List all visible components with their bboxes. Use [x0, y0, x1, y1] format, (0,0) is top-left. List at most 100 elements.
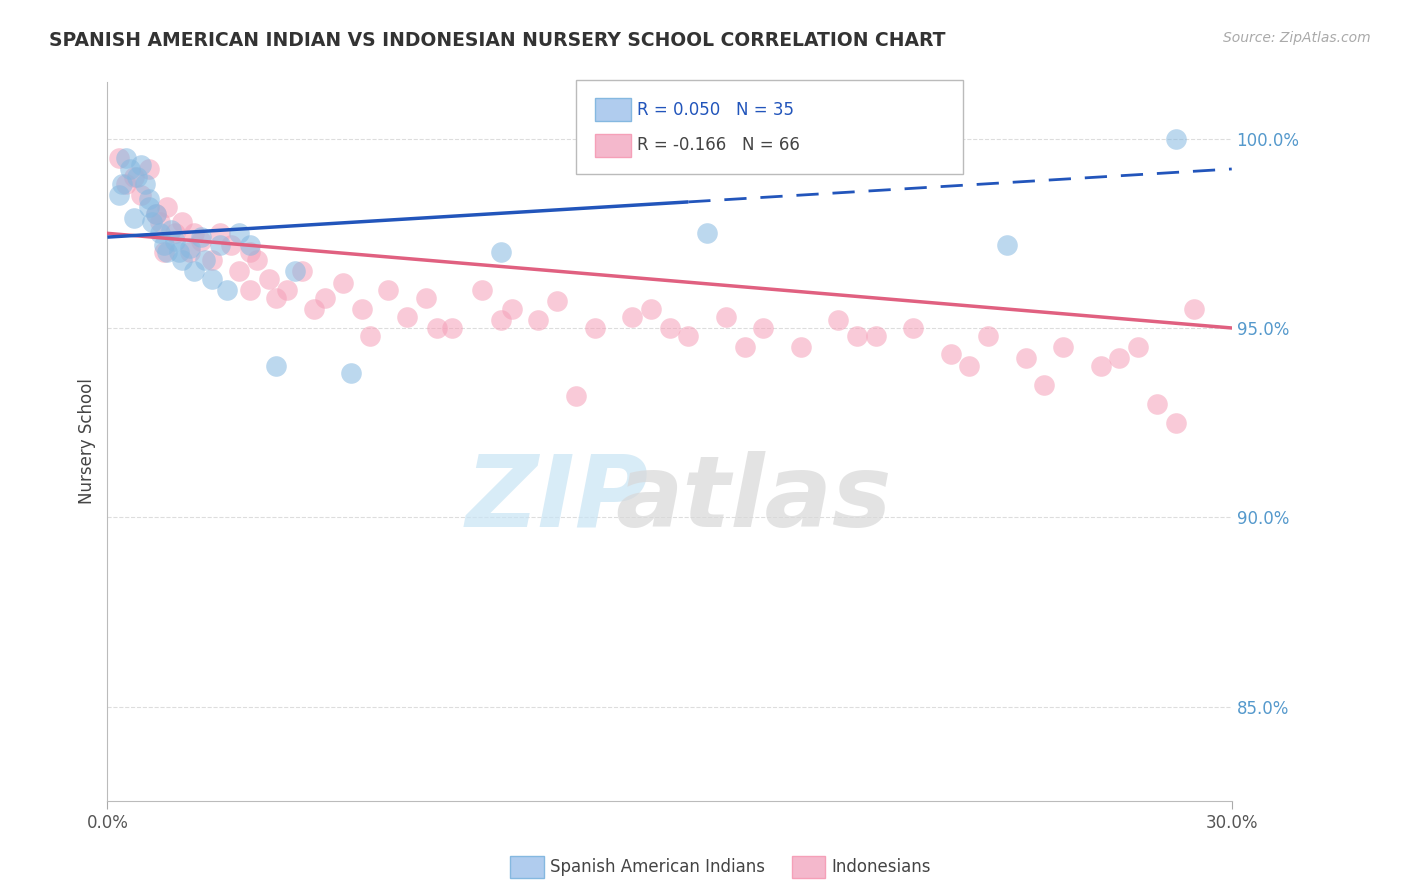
Point: [546, 294, 568, 309]
Y-axis label: Nursery School: Nursery School: [79, 378, 96, 505]
Point: [138, 200, 160, 214]
Text: ZIP: ZIP: [465, 450, 648, 548]
Point: [201, 252, 224, 267]
Point: [138, 192, 160, 206]
Point: [565, 389, 588, 403]
Point: [939, 347, 962, 361]
Point: [995, 237, 1018, 252]
Text: R = -0.166   N = 66: R = -0.166 N = 66: [637, 136, 800, 154]
Point: [291, 264, 314, 278]
Point: [1052, 340, 1074, 354]
Point: [752, 321, 775, 335]
Point: [377, 283, 399, 297]
Point: [714, 310, 737, 324]
Point: [640, 301, 662, 316]
Point: [228, 227, 250, 241]
Point: [138, 161, 160, 176]
Point: [352, 301, 374, 316]
Point: [489, 313, 512, 327]
Text: atlas: atlas: [616, 450, 893, 548]
Point: [621, 310, 644, 324]
Point: [107, 188, 129, 202]
Point: [201, 272, 224, 286]
Point: [145, 207, 167, 221]
Point: [359, 328, 381, 343]
Point: [183, 227, 205, 241]
Point: [1126, 340, 1149, 354]
Point: [827, 313, 849, 327]
Point: [734, 340, 756, 354]
Point: [426, 321, 449, 335]
Point: [115, 177, 138, 191]
Point: [194, 252, 217, 267]
Point: [658, 321, 681, 335]
Point: [846, 328, 869, 343]
Point: [172, 215, 194, 229]
Point: [190, 234, 212, 248]
Point: [179, 242, 201, 256]
Point: [141, 215, 163, 229]
Point: [122, 169, 145, 184]
Point: [1014, 351, 1036, 366]
Point: [527, 313, 550, 327]
Point: [314, 291, 336, 305]
Point: [489, 245, 512, 260]
Point: [163, 234, 186, 248]
Point: [217, 283, 239, 297]
Point: [115, 151, 138, 165]
Point: [239, 283, 262, 297]
Point: [129, 188, 152, 202]
Point: [145, 207, 167, 221]
Point: [122, 211, 145, 226]
Point: [1108, 351, 1130, 366]
Point: [228, 264, 250, 278]
Point: [865, 328, 887, 343]
Point: [471, 283, 494, 297]
Point: [172, 252, 194, 267]
Point: [152, 237, 174, 252]
Point: [696, 227, 718, 241]
Point: [901, 321, 924, 335]
Point: [1182, 301, 1205, 316]
Point: [156, 200, 179, 214]
Point: [118, 161, 141, 176]
Text: Spanish American Indians: Spanish American Indians: [550, 858, 765, 876]
Point: [149, 227, 172, 241]
Point: [332, 276, 354, 290]
Point: [302, 301, 325, 316]
Point: [190, 230, 212, 244]
Point: [129, 158, 152, 172]
Point: [1033, 377, 1056, 392]
Point: [111, 177, 134, 191]
Point: [219, 237, 242, 252]
Point: [163, 227, 186, 241]
Point: [160, 222, 183, 236]
Text: SPANISH AMERICAN INDIAN VS INDONESIAN NURSERY SCHOOL CORRELATION CHART: SPANISH AMERICAN INDIAN VS INDONESIAN NU…: [49, 31, 946, 50]
Point: [1090, 359, 1112, 373]
Text: Source: ZipAtlas.com: Source: ZipAtlas.com: [1223, 31, 1371, 45]
Point: [239, 237, 262, 252]
Point: [501, 301, 523, 316]
Point: [396, 310, 419, 324]
Point: [678, 328, 700, 343]
Point: [284, 264, 307, 278]
Point: [790, 340, 813, 354]
Point: [134, 177, 156, 191]
Point: [208, 237, 231, 252]
Point: [977, 328, 1000, 343]
Point: [152, 245, 174, 260]
Text: Indonesians: Indonesians: [831, 858, 931, 876]
Point: [264, 359, 287, 373]
Point: [441, 321, 464, 335]
Point: [156, 245, 179, 260]
Point: [340, 367, 363, 381]
Point: [1146, 397, 1168, 411]
Point: [276, 283, 298, 297]
Point: [415, 291, 437, 305]
Point: [183, 264, 205, 278]
Point: [107, 151, 129, 165]
Point: [208, 227, 231, 241]
Point: [1164, 416, 1187, 430]
Point: [957, 359, 980, 373]
Point: [167, 245, 190, 260]
